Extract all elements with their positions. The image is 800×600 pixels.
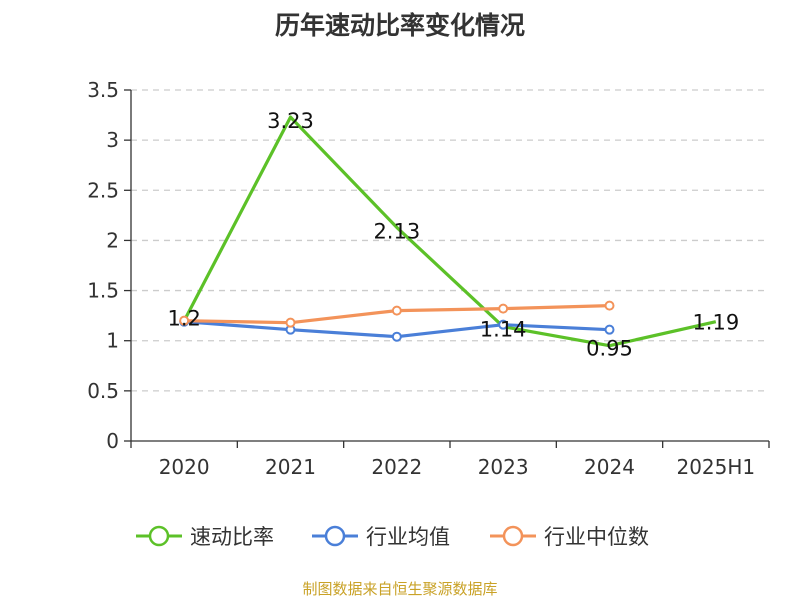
legend: 速动比率 行业均值 行业中位数 <box>0 521 800 551</box>
data-label: 1.2 <box>167 307 200 331</box>
series-lines <box>179 115 717 348</box>
legend-label: 速动比率 <box>190 525 274 549</box>
data-label: 1.19 <box>692 311 739 335</box>
data-point <box>391 305 402 316</box>
y-tick-label: 1.5 <box>87 279 119 303</box>
data-point <box>604 324 615 335</box>
legend-marker-icon <box>136 525 182 547</box>
data-label: 2.13 <box>373 219 420 243</box>
data-point <box>604 300 615 311</box>
x-tick-label: 2022 <box>371 455 422 479</box>
legend-label: 行业均值 <box>366 525 450 549</box>
data-label: 3.23 <box>267 109 314 133</box>
y-tick-label: 0.5 <box>87 379 119 403</box>
data-labels: 1.2 3.23 2.13 1.14 0.95 1.19 <box>167 109 739 361</box>
data-label: 1.14 <box>480 318 527 342</box>
y-tick-label: 0 <box>106 429 119 453</box>
data-point <box>285 317 296 328</box>
legend-marker-icon <box>312 525 358 547</box>
legend-marker-circle <box>148 525 170 547</box>
legend-item-industry-median[interactable]: 行业中位数 <box>488 521 649 551</box>
data-point <box>391 331 402 342</box>
y-tick-label: 2.5 <box>87 178 119 202</box>
x-tick-label: 2020 <box>159 455 210 479</box>
source-note: 制图数据来自恒生聚源数据库 <box>302 580 498 598</box>
legend-item-quick-ratio[interactable]: 速动比率 <box>134 521 274 551</box>
y-tick-label: 2 <box>106 228 119 252</box>
x-tick-label: 2021 <box>265 455 316 479</box>
x-tick-label: 2025H1 <box>676 455 755 479</box>
chart-title: 历年速动比率变化情况 <box>274 11 525 40</box>
data-point <box>498 319 509 330</box>
data-point <box>498 303 509 314</box>
legend-item-industry-mean[interactable]: 行业均值 <box>310 521 450 551</box>
legend-marker-circle <box>324 525 346 547</box>
y-tick-label: 1 <box>106 329 119 353</box>
legend-label: 行业中位数 <box>544 525 649 549</box>
axes: 0 0.5 1 1.5 2 2.5 3 3.5 2020 2021 2022 2023 2024 2025… <box>87 78 770 479</box>
y-tick-label: 3 <box>106 128 119 152</box>
data-label: 0.95 <box>586 337 633 361</box>
grid-lines <box>131 89 769 392</box>
x-tick-label: 2024 <box>584 455 635 479</box>
legend-marker-circle <box>502 525 524 547</box>
data-point <box>179 315 190 326</box>
x-tick-label: 2023 <box>478 455 529 479</box>
y-tick-label: 3.5 <box>87 78 119 102</box>
line-chart: 0 0.5 1 1.5 2 2.5 3 3.5 2020 2021 2022 2023 2024 2025… <box>87 78 770 479</box>
series-line <box>182 115 717 348</box>
legend-marker-icon <box>490 525 536 547</box>
